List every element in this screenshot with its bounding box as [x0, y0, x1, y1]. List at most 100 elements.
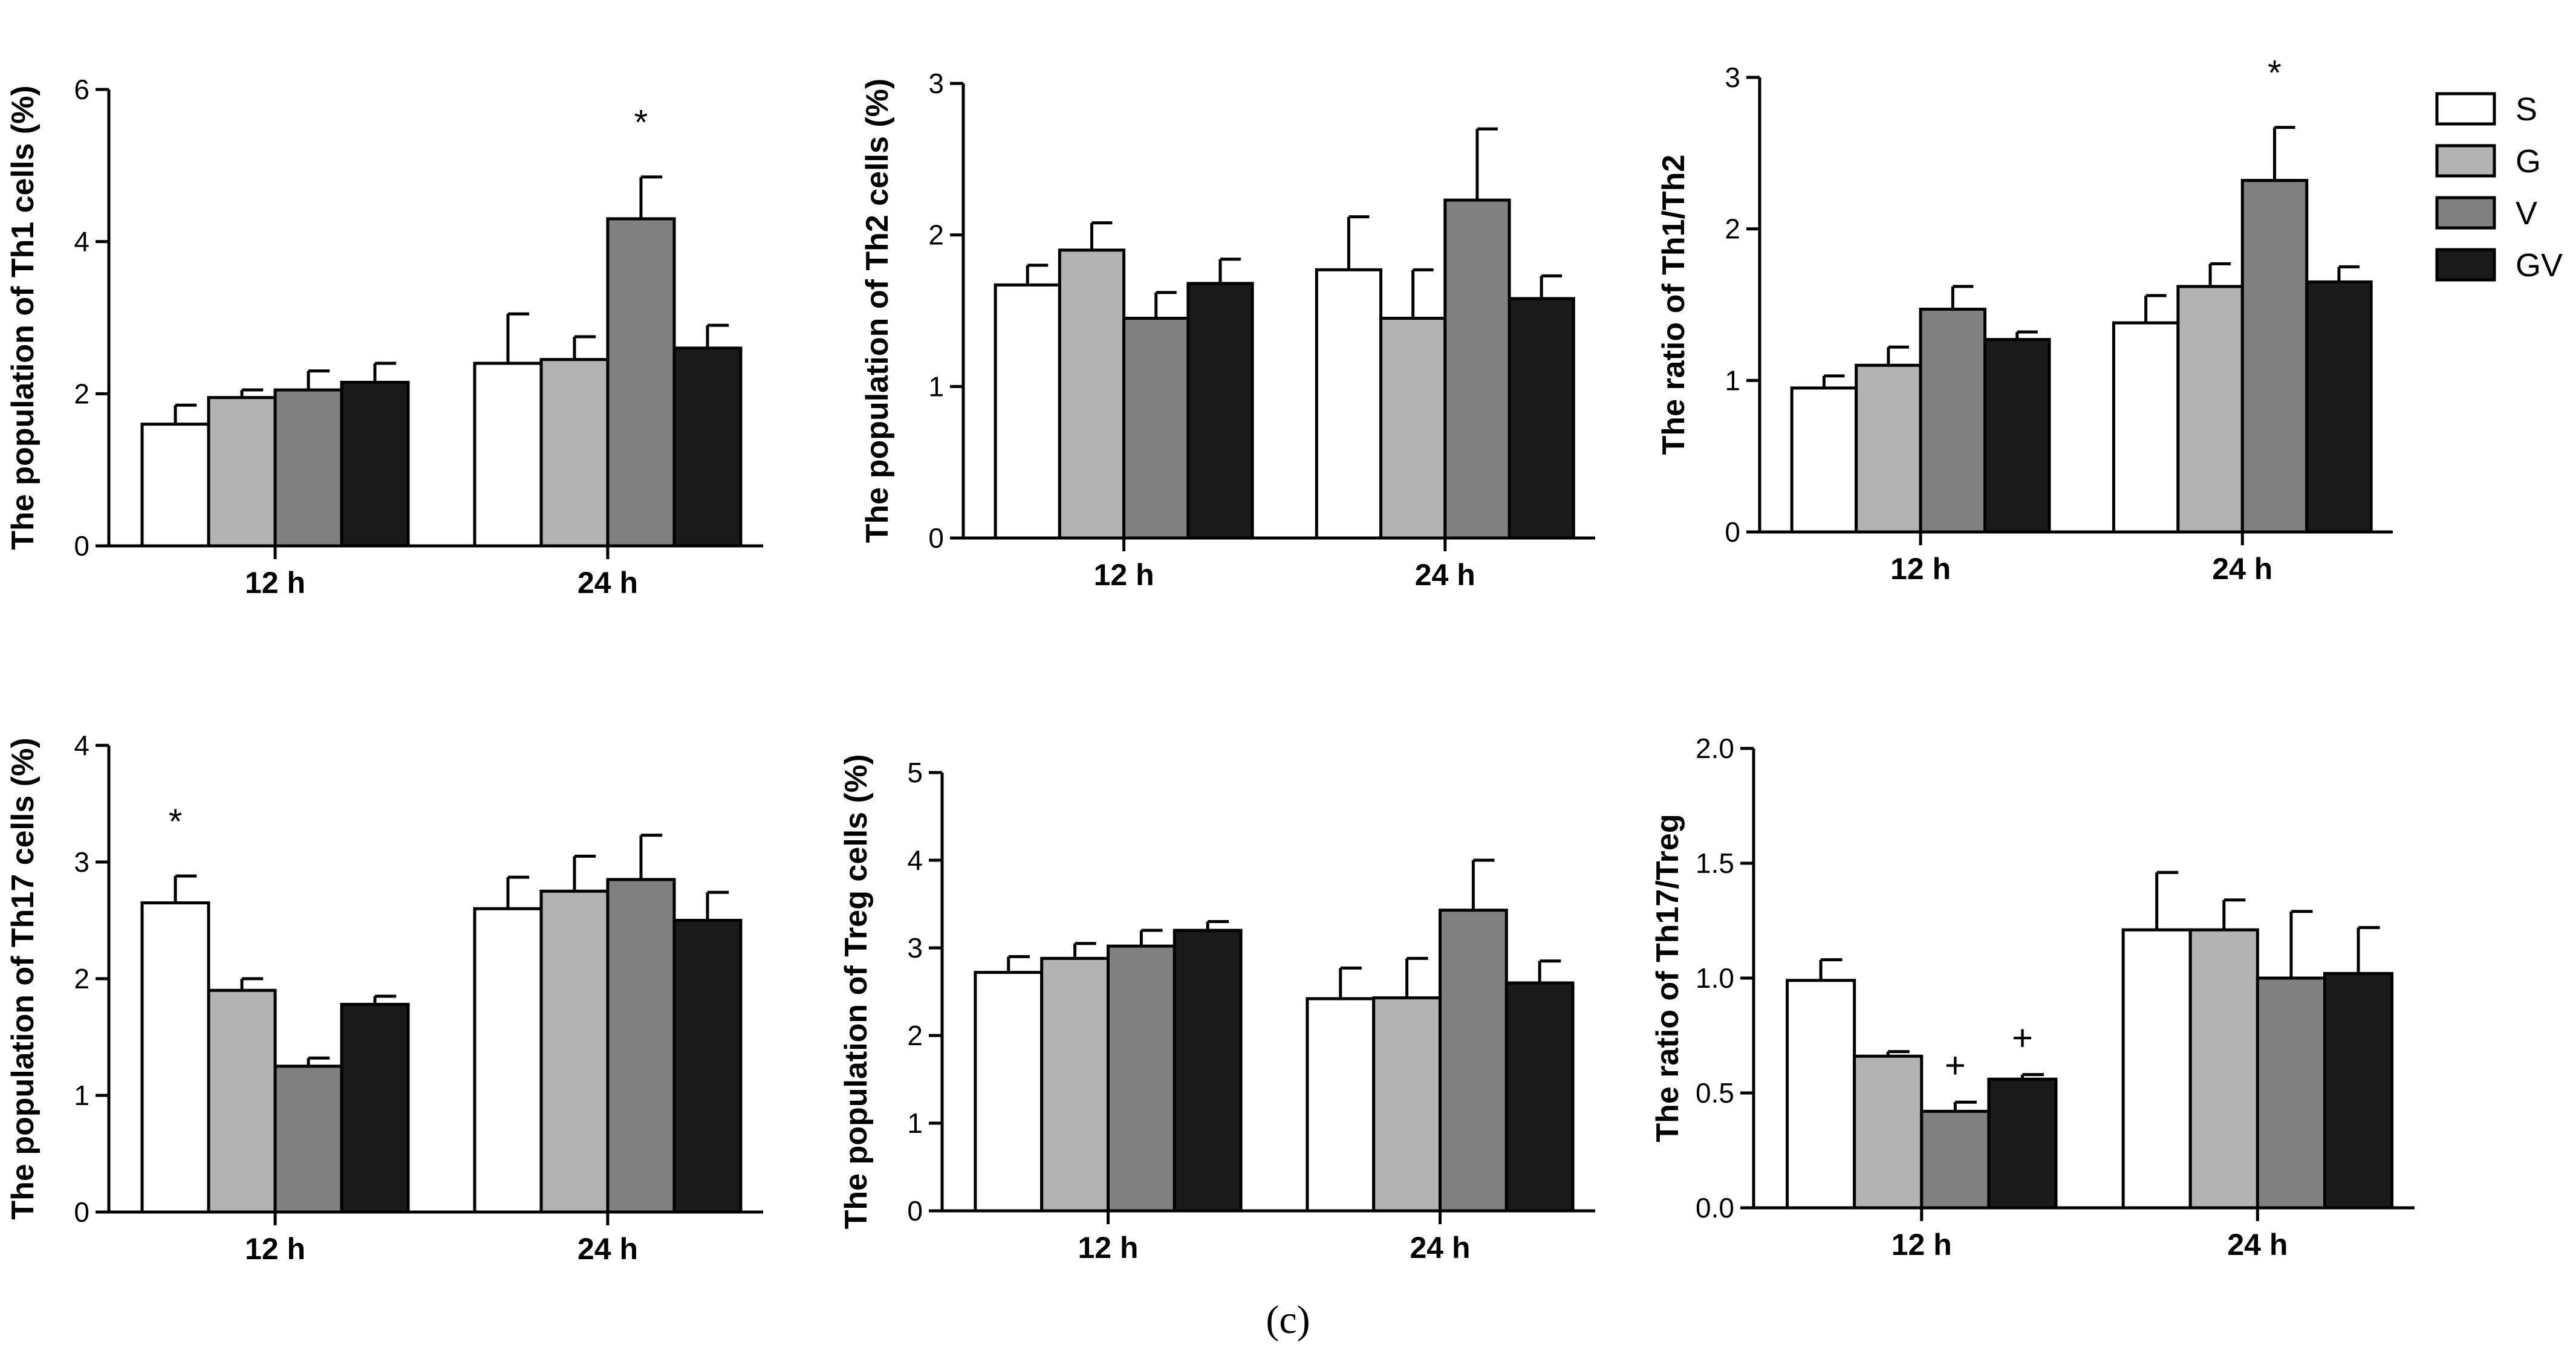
y-tick-label: 0 — [928, 522, 944, 554]
x-tick-label: 24 h — [2212, 552, 2272, 586]
x-tick-label: 24 h — [577, 566, 638, 600]
bar-V-24h — [606, 878, 676, 1214]
bar-GV-24h — [1508, 297, 1575, 540]
y-tick-label: 1 — [74, 1080, 89, 1111]
bar-V-24h — [1443, 198, 1511, 540]
bar-V-12h — [1122, 317, 1190, 540]
bar-S-12h — [1786, 979, 1856, 1210]
x-tick-label: 12 h — [1078, 1231, 1138, 1265]
significance-marker: + — [2012, 1018, 2033, 1058]
y-tick-label: 3 — [907, 932, 923, 964]
y-tick-label: 0.0 — [1696, 1192, 1734, 1224]
bar-G-24h — [539, 889, 610, 1214]
bar-G-12h — [1855, 363, 1922, 534]
bar-S-12h — [974, 971, 1044, 1213]
bar-S-24h — [2121, 928, 2192, 1210]
x-tick-label: 24 h — [1415, 558, 1475, 592]
y-tick-label: 2 — [74, 963, 89, 994]
legend-swatch-V — [2435, 196, 2496, 230]
y-tick-label: 1.5 — [1696, 848, 1734, 879]
bar-S-12h — [994, 283, 1061, 540]
chart-panel-1: 0 2 4 6 The population of Th1 cells (%) 12 h 2… — [5, 74, 763, 600]
bar-G-24h — [1372, 996, 1442, 1213]
bar-S-24h — [1306, 997, 1376, 1213]
bar-G-12h — [207, 396, 277, 548]
legend-label-G: G — [2516, 143, 2541, 180]
x-tick-label: 12 h — [245, 1232, 305, 1266]
y-tick-label: 1 — [907, 1107, 923, 1139]
charts-container: 0 2 4 6 The population of Th1 cells (%) 12 h 2… — [5, 54, 2415, 1266]
y-tick-label: 4 — [907, 844, 923, 876]
figure-label: (c) — [1266, 1298, 1310, 1342]
legend-swatch-S — [2435, 92, 2496, 126]
y-tick-label: 0 — [74, 530, 89, 562]
legend-label-GV: GV — [2516, 247, 2563, 284]
y-tick-label: 5 — [907, 757, 923, 788]
bar-GV-12h — [1983, 338, 2051, 534]
x-tick-label: 12 h — [1891, 1228, 1952, 1262]
x-tick-label: 12 h — [1094, 558, 1154, 592]
y-tick-label: 0.5 — [1696, 1077, 1734, 1109]
x-tick-label: 12 h — [245, 566, 305, 600]
x-tick-label: 24 h — [577, 1232, 638, 1266]
chart-panel-6: 0.0 0.5 1.0 1.5 2.0 The ratio of Th17/Treg 12 … — [1650, 733, 2415, 1262]
bar-GV-12h — [1987, 1077, 2058, 1210]
bar-V-12h — [273, 388, 343, 548]
bar-GV-24h — [672, 346, 743, 548]
bar-S-24h — [473, 907, 543, 1214]
y-axis-label: The population of Th17 cells (%) — [5, 737, 41, 1219]
bar-GV-12h — [340, 380, 410, 548]
y-tick-label: 0 — [907, 1195, 923, 1227]
bar-S-12h — [140, 423, 210, 548]
bar-GV-12h — [340, 1002, 410, 1214]
significance-marker: * — [634, 103, 648, 143]
y-tick-label: 4 — [74, 226, 89, 258]
bar-G-12h — [1058, 248, 1126, 540]
y-axis-label: The ratio of Th1/Th2 — [1656, 155, 1691, 455]
y-tick-label: 0 — [74, 1196, 89, 1228]
x-tick-label: 12 h — [1890, 552, 1951, 586]
y-axis-label: The population of Treg cells (%) — [839, 754, 874, 1230]
bar-G-24h — [2188, 928, 2259, 1210]
bar-GV-24h — [1504, 981, 1575, 1213]
bar-V-12h — [1920, 1109, 1991, 1210]
y-tick-label: 2 — [1725, 213, 1740, 245]
significance-marker: * — [169, 802, 183, 841]
bar-V-12h — [1919, 308, 1987, 534]
y-tick-label: 3 — [1725, 62, 1740, 93]
bar-GV-12h — [1173, 929, 1243, 1213]
legend-label-S: S — [2516, 91, 2537, 128]
chart-panel-3: 0 1 2 3 The ratio of Th1/Th2 12 h 24 h * — [1656, 54, 2393, 586]
bar-G-24h — [539, 358, 610, 548]
y-axis-label: The ratio of Th17/Treg — [1650, 814, 1685, 1142]
x-tick-label: 24 h — [2227, 1228, 2288, 1262]
bar-V-24h — [2256, 976, 2327, 1210]
bar-GV-24h — [2323, 971, 2394, 1210]
bar-GV-12h — [1186, 282, 1254, 540]
bar-G-12h — [1853, 1054, 1924, 1210]
significance-marker: * — [2268, 54, 2282, 93]
y-tick-label: 2 — [928, 219, 944, 251]
significance-marker: + — [1945, 1045, 1966, 1086]
y-tick-label: 0 — [1725, 516, 1740, 548]
bar-S-24h — [2112, 321, 2180, 534]
y-tick-label: 1 — [928, 371, 944, 402]
y-tick-label: 3 — [74, 846, 89, 878]
y-axis-label: The population of Th2 cells (%) — [860, 79, 895, 543]
chart-panel-5: 0 1 2 3 4 5 The population of Treg cells (%) 12… — [839, 754, 1595, 1265]
legend-swatch-GV — [2435, 248, 2496, 282]
bar-GV-24h — [2305, 280, 2373, 534]
bar-V-24h — [1438, 909, 1508, 1213]
bar-V-12h — [1106, 944, 1176, 1213]
bar-GV-24h — [672, 919, 743, 1214]
y-tick-label: 2.0 — [1696, 733, 1734, 764]
legend-swatch-G — [2435, 144, 2496, 178]
y-tick-label: 1.0 — [1696, 962, 1734, 994]
legend-label-V: V — [2516, 195, 2537, 232]
y-axis-label: The population of Th1 cells (%) — [5, 85, 41, 549]
bar-V-24h — [606, 217, 676, 548]
y-tick-label: 3 — [928, 68, 944, 99]
bar-S-12h — [1790, 386, 1858, 534]
bar-S-24h — [1315, 268, 1383, 540]
